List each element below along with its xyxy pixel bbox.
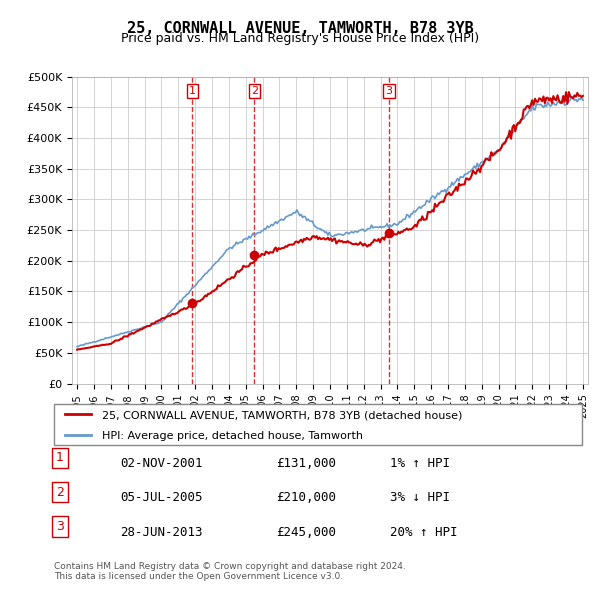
Text: 3: 3: [56, 520, 64, 533]
Text: £131,000: £131,000: [276, 457, 336, 470]
Text: 3: 3: [385, 86, 392, 96]
Text: £210,000: £210,000: [276, 491, 336, 504]
Text: 25, CORNWALL AVENUE, TAMWORTH, B78 3YB (detached house): 25, CORNWALL AVENUE, TAMWORTH, B78 3YB (…: [101, 410, 462, 420]
Text: HPI: Average price, detached house, Tamworth: HPI: Average price, detached house, Tamw…: [101, 431, 362, 441]
Text: 02-NOV-2001: 02-NOV-2001: [120, 457, 203, 470]
Text: 20% ↑ HPI: 20% ↑ HPI: [390, 526, 458, 539]
Text: 1% ↑ HPI: 1% ↑ HPI: [390, 457, 450, 470]
Text: 05-JUL-2005: 05-JUL-2005: [120, 491, 203, 504]
FancyBboxPatch shape: [54, 404, 582, 445]
Text: Contains HM Land Registry data © Crown copyright and database right 2024.
This d: Contains HM Land Registry data © Crown c…: [54, 562, 406, 581]
Text: 1: 1: [56, 451, 64, 464]
Text: 2: 2: [56, 486, 64, 499]
Text: 1: 1: [189, 86, 196, 96]
Text: Price paid vs. HM Land Registry's House Price Index (HPI): Price paid vs. HM Land Registry's House …: [121, 32, 479, 45]
Text: 3% ↓ HPI: 3% ↓ HPI: [390, 491, 450, 504]
Text: 25, CORNWALL AVENUE, TAMWORTH, B78 3YB: 25, CORNWALL AVENUE, TAMWORTH, B78 3YB: [127, 21, 473, 35]
Text: 2: 2: [251, 86, 258, 96]
Text: 28-JUN-2013: 28-JUN-2013: [120, 526, 203, 539]
Text: £245,000: £245,000: [276, 526, 336, 539]
